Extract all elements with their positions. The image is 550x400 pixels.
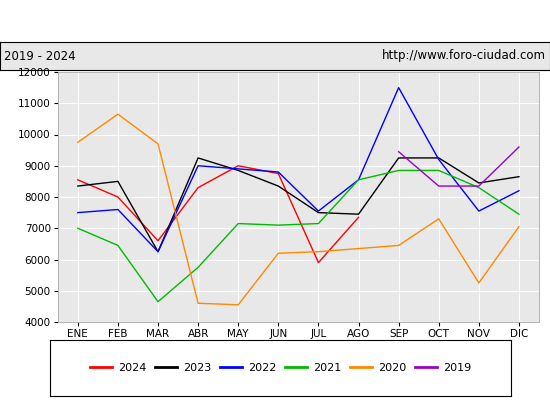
Text: 2019 - 2024: 2019 - 2024 — [4, 50, 76, 62]
Text: http://www.foro-ciudad.com: http://www.foro-ciudad.com — [382, 50, 546, 62]
Text: Evolucion Nº Turistas Nacionales en el municipio de Utrera: Evolucion Nº Turistas Nacionales en el m… — [60, 14, 490, 28]
Legend: 2024, 2023, 2022, 2021, 2020, 2019: 2024, 2023, 2022, 2021, 2020, 2019 — [86, 358, 475, 378]
